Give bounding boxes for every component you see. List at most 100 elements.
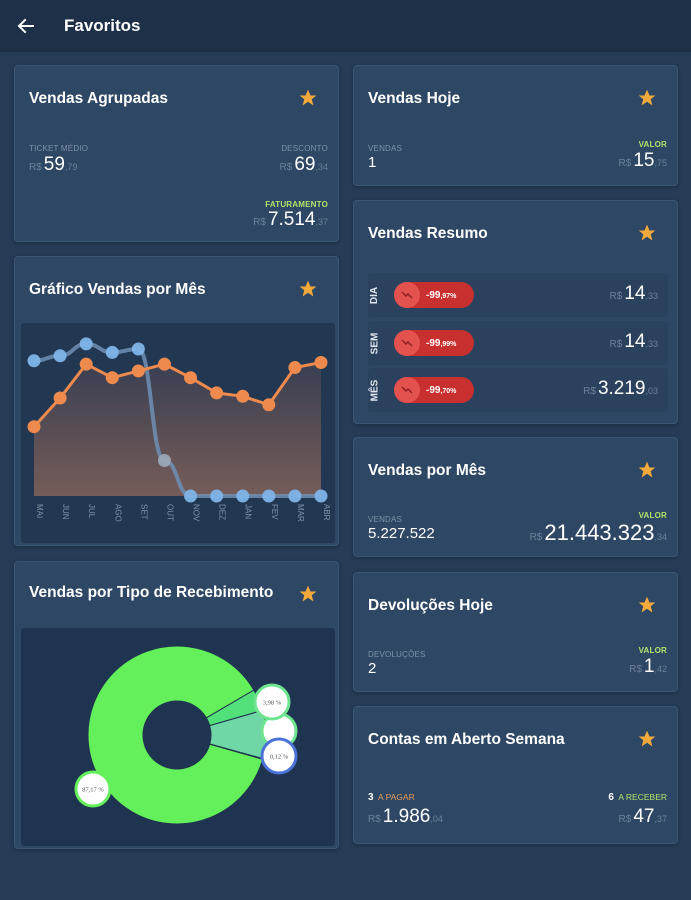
count: 6 (608, 792, 614, 803)
card-title: Vendas Agrupadas (29, 90, 168, 107)
devolucoes-value: 2 (368, 660, 377, 677)
star-icon[interactable] (298, 279, 318, 299)
pct-dec: ,70% (440, 387, 457, 395)
trend-down-icon (394, 330, 420, 356)
x-tick-label: OUT (165, 504, 174, 521)
x-tick-label: DEZ (218, 504, 227, 520)
star-icon[interactable] (637, 595, 657, 615)
card-vendas-agrupadas[interactable]: Vendas Agrupadas TICKET MÉDIO R$ 59,79 DE… (14, 65, 339, 242)
star-icon[interactable] (637, 223, 657, 243)
valor-label: VALOR (638, 646, 667, 655)
point-blue (184, 489, 198, 503)
star-icon[interactable] (298, 88, 318, 108)
change-percent: -99,97% (426, 290, 456, 301)
x-tick-label: SET (139, 504, 148, 520)
currency: R$ (583, 386, 596, 397)
card-title: Vendas por Mês (368, 462, 487, 479)
point-orange (210, 386, 224, 400)
vendas-value: 5.227.522 (368, 525, 435, 542)
a-receber-label: 6 A RECEBER (608, 787, 667, 805)
card-vendas-hoje[interactable]: Vendas Hoje VENDAS 1 VALOR R$ 15,75 (353, 65, 678, 186)
card-vendas-resumo[interactable]: Vendas Resumo DIA -99,97% R$ 14,33 SEM -9… (353, 200, 678, 424)
donut-label: 0,12 % (270, 754, 289, 761)
amount-dec: ,03 (645, 386, 658, 396)
point-blue (79, 337, 93, 351)
amount-dec: ,04 (430, 814, 443, 824)
card-devolucoes-hoje[interactable]: Devoluções Hoje DEVOLUÇÕES 2 VALOR R$ 1,4… (353, 572, 678, 692)
currency: R$ (29, 162, 42, 173)
point-blue (288, 489, 302, 503)
pct-int: -99 (426, 337, 441, 349)
resumo-value: R$ 14,33 (610, 283, 658, 305)
point-orange (157, 357, 171, 371)
series-line-orange (32, 361, 322, 428)
x-tick-label: FEV (270, 504, 279, 520)
pct-dec: ,99% (440, 340, 457, 348)
x-tick-label: MAR (296, 504, 305, 522)
card-title: Contas em Aberto Semana (368, 731, 565, 748)
currency: R$ (253, 217, 266, 228)
resumo-row-mes[interactable]: MÊS -99,70% R$ 3.219,03 (368, 368, 668, 412)
donut-label-bubble (260, 737, 298, 775)
currency: R$ (609, 339, 623, 350)
point-orange (236, 389, 250, 403)
amount-dec: ,33 (645, 291, 658, 301)
vendas-value: 1 (368, 154, 377, 171)
donut-chart-svg: 3,98 % 0,12 % 87,17 % (74, 645, 298, 825)
resumo-value: R$ 14,33 (610, 331, 658, 353)
star-icon[interactable] (637, 729, 657, 749)
change-badge: -99,97% (394, 282, 474, 308)
point-blue (27, 354, 41, 368)
trend-down-icon (394, 377, 420, 403)
currency: R$ (618, 814, 632, 825)
amount-dec: ,75 (654, 158, 667, 168)
star-icon[interactable] (637, 88, 657, 108)
valor-value: R$21.443.323,34 (530, 520, 667, 546)
change-percent: -99,70% (426, 385, 456, 396)
back-button[interactable] (14, 14, 38, 38)
card-title: Vendas Hoje (368, 90, 461, 107)
card-vendas-por-mes[interactable]: Vendas por Mês VENDAS 5.227.522 VALOR R$… (353, 437, 678, 557)
amount-dec: ,37 (315, 217, 328, 227)
amount-int: 3.219 (597, 378, 646, 399)
devolucoes-label: DEVOLUÇÕES (368, 650, 426, 659)
amount-int: 21.443.323 (544, 520, 655, 545)
x-tick-label: JUL (87, 504, 96, 519)
pct-int: -99 (426, 384, 441, 396)
valor-label: VALOR (638, 140, 667, 149)
amount-int: 1 (643, 656, 655, 677)
period-text: DIA (369, 286, 381, 304)
point-blue (105, 345, 119, 359)
label: A PAGAR (378, 792, 415, 802)
point-blue (210, 489, 224, 503)
donut-label-bubble (74, 770, 112, 808)
card-title: Gráfico Vendas por Mês (29, 281, 206, 298)
point-blue (157, 454, 171, 468)
resumo-row-sem[interactable]: SEM -99,99% R$ 14,33 (368, 321, 668, 365)
area-orange (34, 362, 321, 496)
point-orange (262, 398, 276, 412)
point-orange (27, 420, 41, 434)
point-orange (131, 364, 145, 378)
vendas-label: VENDAS (368, 144, 403, 153)
x-tick-label: NOV (192, 504, 201, 522)
point-orange (184, 371, 198, 385)
a-pagar-label: 3 A PAGAR (368, 787, 415, 805)
donut-chart: 3,98 % 0,12 % 87,17 % (21, 628, 335, 846)
card-grafico-vendas[interactable]: Gráfico Vendas por Mês MAI JUN JUL AGO SET OU… (14, 256, 339, 546)
arrow-left-icon (17, 18, 34, 34)
period-text: SEM (369, 332, 381, 354)
card-tipo-recebimento[interactable]: Vendas por Tipo de Recebimento 3,98 % 0,1… (14, 561, 339, 849)
amount-dec: ,33 (645, 339, 658, 349)
currency: R$ (279, 162, 293, 173)
faturamento-value: R$ 7.514,37 (253, 209, 328, 231)
resumo-value: R$ 3.219,03 (583, 378, 658, 400)
star-icon[interactable] (637, 460, 657, 480)
donut-label: 3,98 % (263, 700, 282, 707)
star-icon[interactable] (298, 584, 318, 604)
amount-int: 14 (624, 283, 646, 304)
amount-dec: ,34 (315, 162, 328, 172)
card-contas-aberto[interactable]: Contas em Aberto Semana 3 A PAGAR R$ 1.98… (353, 706, 678, 844)
resumo-row-dia[interactable]: DIA -99,97% R$ 14,33 (368, 273, 668, 317)
point-blue (53, 349, 67, 363)
